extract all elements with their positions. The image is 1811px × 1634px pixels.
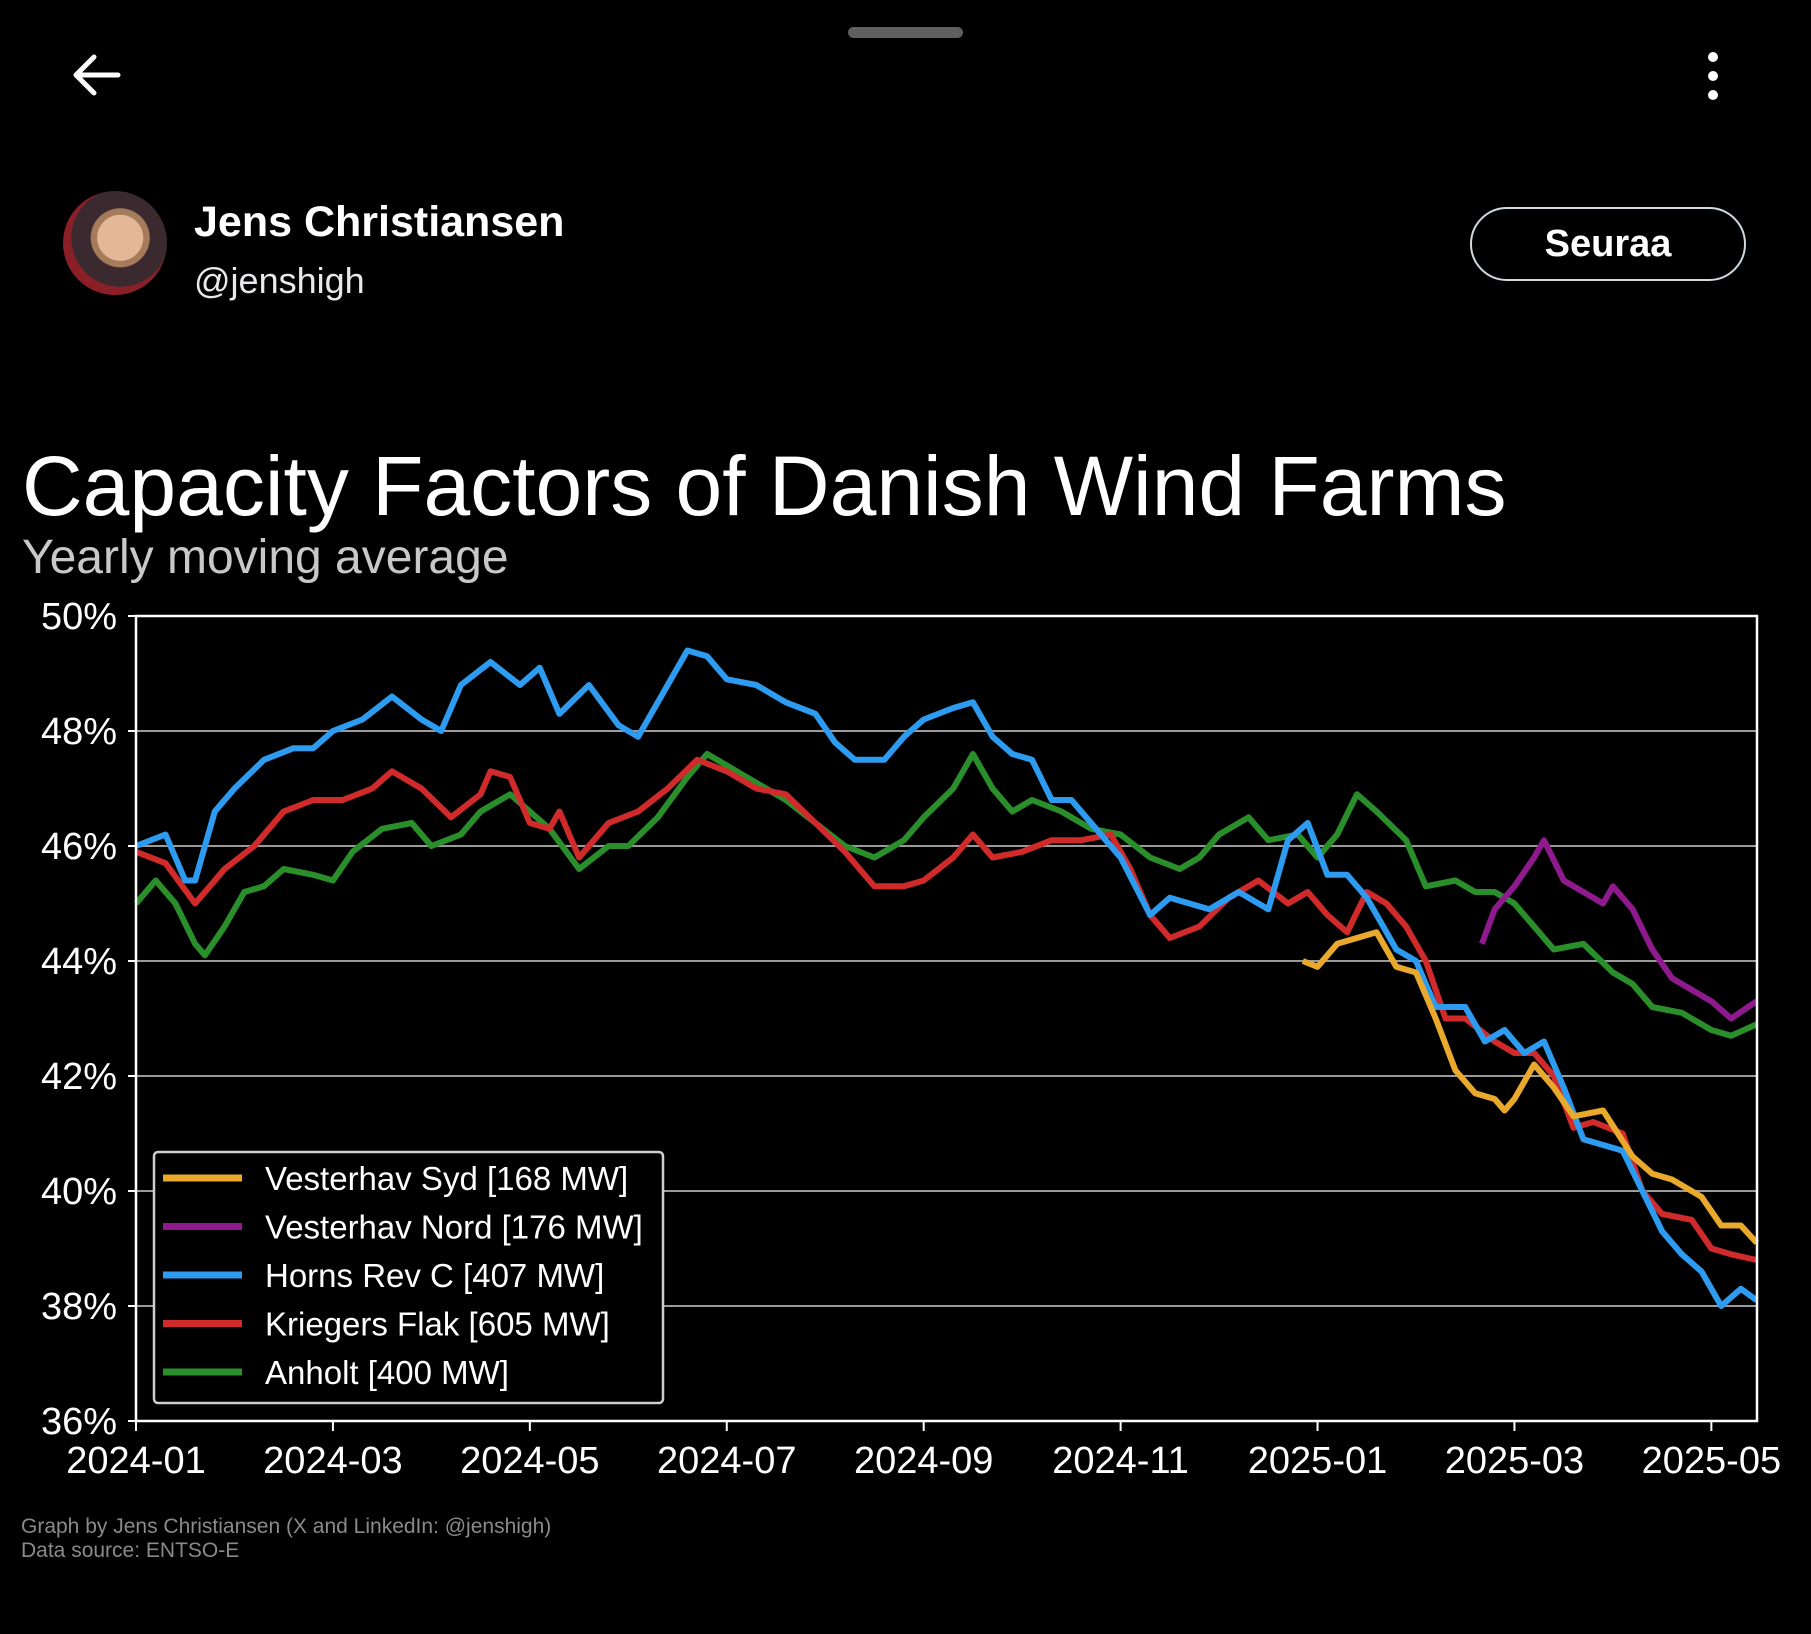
series-line-1 — [1479, 837, 1759, 1022]
x-tick-label: 2025-01 — [1248, 1440, 1387, 1482]
arrow-left-icon[interactable] — [68, 50, 124, 100]
y-tick-label: 38% — [41, 1286, 117, 1328]
legend-label: Kriegers Flak [605 MW] — [265, 1306, 610, 1343]
legend-label: Vesterhav Nord [176 MW] — [265, 1209, 643, 1246]
y-tick-label: 48% — [41, 711, 117, 753]
x-tick-label: 2024-05 — [460, 1440, 599, 1482]
x-tick-label: 2024-09 — [854, 1440, 993, 1482]
chart-subtitle: Yearly moving average — [22, 531, 509, 584]
x-tick-label: 2024-01 — [66, 1440, 205, 1482]
series-line-3 — [134, 756, 1758, 1263]
chart-title: Capacity Factors of Danish Wind Farms — [22, 439, 1507, 533]
credit-line: Graph by Jens Christiansen (X and Linked… — [21, 1515, 552, 1538]
y-tick-label: 44% — [41, 941, 117, 983]
legend-box — [152, 1150, 665, 1405]
legend-label: Vesterhav Syd [168 MW] — [265, 1160, 628, 1197]
x-tick-label: 2025-05 — [1642, 1440, 1781, 1482]
profile-handle[interactable]: @jenshigh — [194, 260, 365, 301]
follow-button[interactable]: Seuraa — [1470, 207, 1746, 281]
avatar[interactable] — [63, 191, 167, 295]
source-line: Data source: ENTSO-E — [21, 1539, 240, 1562]
legend-label: Horns Rev C [407 MW] — [265, 1257, 604, 1294]
x-tick-label: 2025-03 — [1445, 1440, 1584, 1482]
y-tick-label: 42% — [41, 1056, 117, 1098]
plot-frame — [134, 614, 1759, 1423]
series-line-4 — [133, 751, 1758, 1039]
y-tick-label: 36% — [41, 1401, 117, 1443]
drag-handle[interactable] — [848, 27, 963, 38]
x-tick-label: 2024-03 — [263, 1440, 402, 1482]
y-tick-label: 50% — [41, 596, 117, 638]
x-tick-label: 2024-11 — [1052, 1440, 1189, 1482]
series-line-0 — [1301, 929, 1759, 1245]
x-tick-label: 2024-07 — [657, 1440, 796, 1482]
legend-label: Anholt [400 MW] — [265, 1354, 509, 1391]
more-vertical-icon[interactable] — [1693, 48, 1733, 104]
profile-name[interactable]: Jens Christiansen — [194, 198, 565, 246]
y-tick-label: 46% — [41, 826, 117, 868]
series-line-2 — [134, 647, 1759, 1309]
y-tick-label: 40% — [41, 1171, 117, 1213]
